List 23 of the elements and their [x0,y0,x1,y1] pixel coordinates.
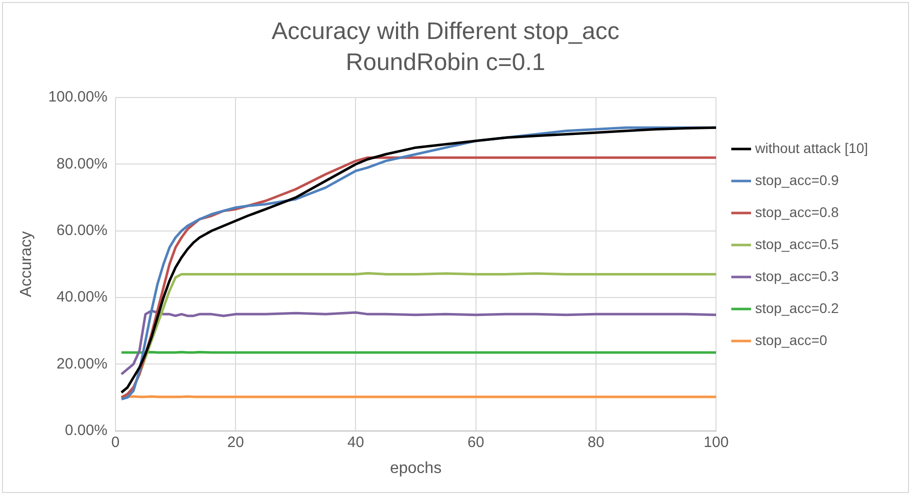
legend-label: stop_acc=0.5 [755,236,840,252]
y-tick-label: 60.00% [56,222,108,240]
x-tick-label: 20 [227,434,244,451]
legend-label: stop_acc=0.2 [755,300,840,316]
x-axis-title: epochs [390,460,442,477]
chart-subtitle: RoundRobin c=0.1 [346,48,546,76]
x-tick-label: 40 [347,434,364,451]
x-tick-label: 60 [468,434,484,451]
y-axis-title: Accuracy [18,231,36,298]
y-tick-label: 0.00% [64,422,108,439]
legend-label: stop_acc=0.9 [755,172,840,188]
x-tick-label: 80 [588,434,604,451]
x-tick-label: 100 [704,434,729,451]
y-tick-label: 80.00% [56,155,108,172]
y-tick-label: 40.00% [56,288,108,306]
legend-label: without attack [10] [754,140,868,156]
y-tick-label: 20.00% [56,355,108,372]
chart-title: Accuracy with Different stop_acc [272,18,620,46]
legend-label: stop_acc=0.8 [755,204,840,220]
y-tick-label: 100.00% [48,88,108,106]
legend-label: stop_acc=0 [755,332,828,348]
x-tick-label: 0 [111,434,120,451]
legend-label: stop_acc=0.3 [755,268,840,284]
